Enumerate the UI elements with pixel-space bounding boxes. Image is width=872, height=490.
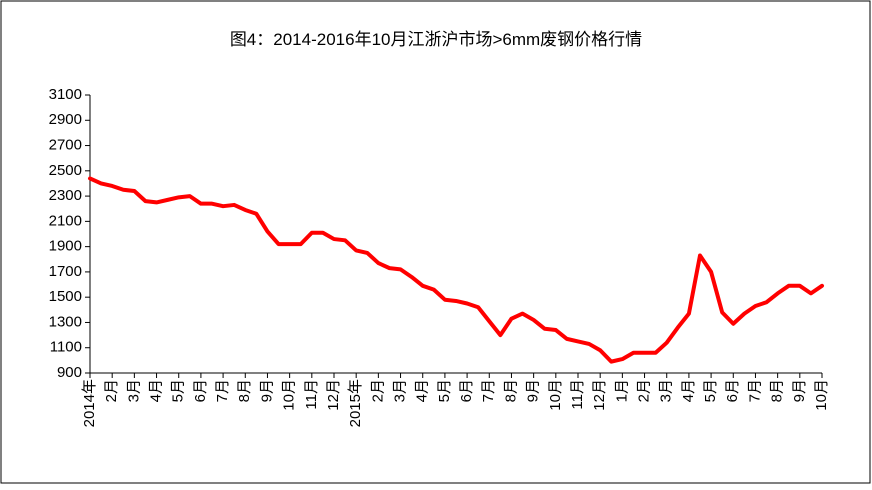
x-tick-label: 8月 xyxy=(769,379,786,402)
y-tick-label: 900 xyxy=(57,364,82,381)
y-tick-label: 2900 xyxy=(49,111,82,128)
x-tick-label: 7月 xyxy=(746,379,763,402)
y-tick-label: 1300 xyxy=(49,313,82,330)
x-tick-label: 5月 xyxy=(702,379,719,402)
x-tick-label: 5月 xyxy=(436,379,453,402)
y-tick-label: 1100 xyxy=(50,339,82,356)
x-tick-label: 7月 xyxy=(480,379,497,402)
x-tick-label: 9月 xyxy=(791,379,808,402)
x-tick-label: 8月 xyxy=(236,379,253,402)
x-tick-label: 4月 xyxy=(148,379,165,402)
x-tick-label: 3月 xyxy=(392,379,409,402)
chart-title: 图4：2014-2016年10月江浙沪市场>6mm废钢价格行情 xyxy=(230,30,642,49)
y-tick-label: 2700 xyxy=(49,137,82,154)
x-tick-label: 3月 xyxy=(658,379,675,402)
x-tick-label: 12月 xyxy=(325,379,342,411)
y-tick-label: 3100 xyxy=(49,86,82,103)
x-tick-label: 6月 xyxy=(724,379,741,402)
x-tick-label: 5月 xyxy=(170,379,187,402)
x-tick-label: 9月 xyxy=(258,379,275,402)
y-tick-label: 2100 xyxy=(49,212,82,229)
x-tick-label: 9月 xyxy=(525,379,542,402)
x-tick-label: 2月 xyxy=(636,379,653,402)
x-tick-label: 4月 xyxy=(680,379,697,402)
x-tick-label: 3月 xyxy=(125,379,142,402)
x-tick-label: 1月 xyxy=(613,379,630,402)
y-tick-label: 1500 xyxy=(49,288,82,305)
x-tick-label: 12月 xyxy=(591,379,608,411)
x-tick-label: 2月 xyxy=(103,379,120,402)
x-tick-label: 11月 xyxy=(569,379,586,410)
x-tick-label: 6月 xyxy=(458,379,475,402)
x-tick-label: 7月 xyxy=(214,379,231,402)
x-tick-label: 10月 xyxy=(813,379,830,411)
y-tick-label: 2300 xyxy=(49,187,82,204)
x-tick-label: 2015年 xyxy=(347,379,364,427)
x-tick-label: 10月 xyxy=(281,379,298,411)
x-tick-label: 2月 xyxy=(369,379,386,402)
y-tick-label: 2500 xyxy=(49,162,82,179)
x-tick-label: 10月 xyxy=(547,379,564,411)
line xyxy=(88,176,824,364)
y-tick-label: 1900 xyxy=(49,238,82,255)
x-tick-label: 6月 xyxy=(192,379,209,402)
y-tick-label: 1700 xyxy=(49,263,82,280)
x-tick-label: 4月 xyxy=(414,379,431,402)
x-tick-label: 8月 xyxy=(502,379,519,402)
x-tick-label: 11月 xyxy=(303,379,320,410)
x-tick-label: 2014年 xyxy=(81,379,98,427)
